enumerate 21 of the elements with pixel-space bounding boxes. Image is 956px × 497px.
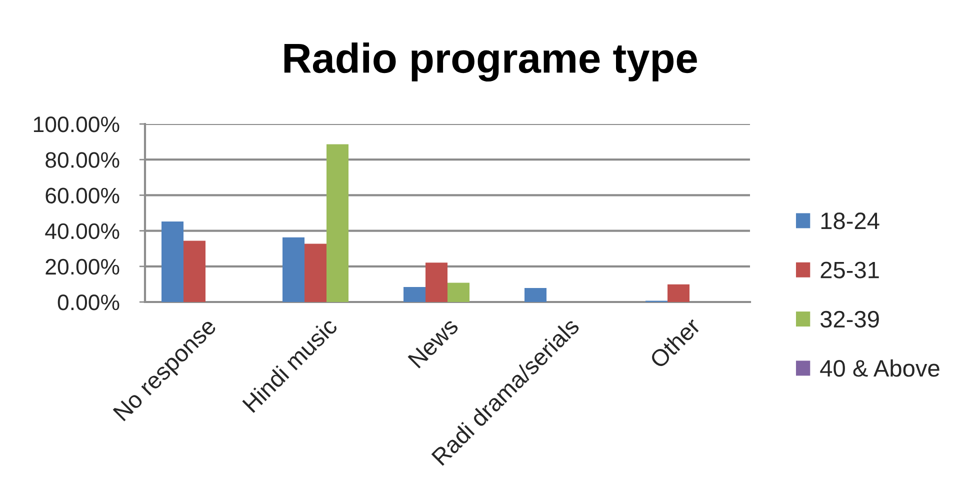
bar: [668, 284, 690, 302]
bar: [162, 222, 184, 302]
bar: [304, 244, 326, 302]
chart-title: Radio programe type: [284, 42, 697, 82]
bar: [426, 262, 448, 302]
y-tick-label: 80.00%: [46, 152, 120, 168]
legend-label: 25-31: [820, 262, 879, 278]
bar: [326, 144, 348, 302]
bar: [184, 240, 206, 302]
y-tick-label: 40.00%: [45, 223, 120, 240]
bar: [404, 287, 426, 302]
y-tick-label: 100.00%: [34, 116, 120, 132]
legend-label: 18-24: [821, 212, 880, 230]
bar: [524, 288, 546, 302]
bar: [448, 282, 470, 302]
legend-label: 32-39: [820, 310, 879, 328]
y-tick-label: 20.00%: [46, 258, 120, 275]
bar: [282, 237, 304, 302]
y-tick-label: 0.00%: [58, 294, 120, 310]
legend-label: 40 & Above: [820, 359, 940, 377]
y-tick-label: 60.00%: [46, 188, 120, 204]
